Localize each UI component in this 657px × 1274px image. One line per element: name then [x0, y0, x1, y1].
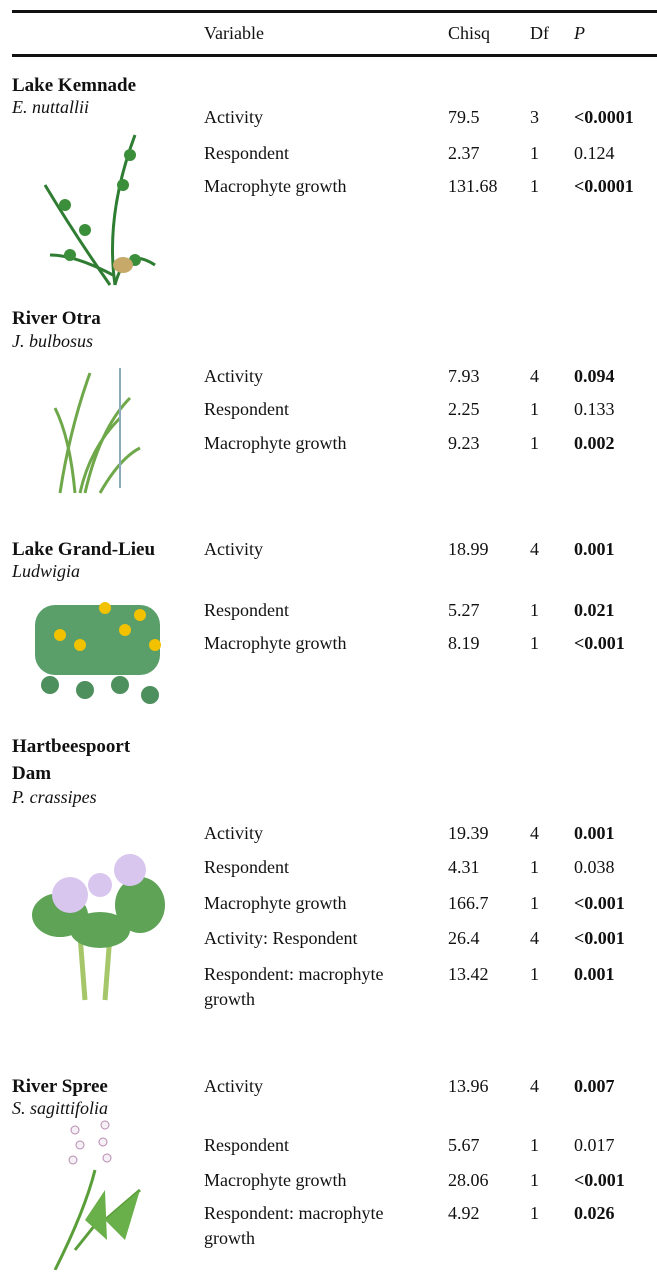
df: 1 — [530, 893, 539, 913]
variable: Respondent: macrophyte growth — [204, 1203, 384, 1248]
chisq: 5.27 — [448, 600, 480, 620]
df: 1 — [530, 433, 539, 453]
df: 1 — [530, 600, 539, 620]
p-value: <0.0001 — [574, 176, 634, 196]
plant-illustration — [53, 1120, 141, 1270]
variable: Macrophyte growth — [204, 893, 347, 913]
column-header: Chisq — [448, 23, 491, 43]
plant-illustration — [53, 368, 141, 494]
chisq: 131.68 — [448, 176, 498, 196]
plant-illustration — [35, 602, 161, 704]
chisq: 79.5 — [448, 107, 480, 127]
df: 1 — [530, 1135, 539, 1155]
variable: Respondent: macrophyte growth — [204, 964, 384, 1009]
site-name: Lake Kemnade — [12, 75, 137, 96]
variable: Respondent — [204, 857, 289, 877]
p-value: 0.094 — [574, 366, 615, 386]
p-value: 0.038 — [574, 857, 615, 877]
species-name: S. sagittifolia — [12, 1098, 109, 1118]
variable: Macrophyte growth — [204, 433, 347, 453]
plant-illustration — [43, 134, 156, 286]
df: 4 — [530, 928, 539, 948]
plant-illustration — [32, 854, 165, 1001]
p-value: <0.001 — [574, 893, 625, 913]
df: 1 — [530, 633, 539, 653]
chisq: 4.92 — [448, 1203, 480, 1223]
chisq: 2.25 — [448, 399, 480, 419]
variable: Activity — [204, 107, 263, 127]
p-value: <0.0001 — [574, 107, 634, 127]
df: 4 — [530, 823, 539, 843]
chisq: 9.23 — [448, 433, 480, 453]
variable: Activity: Respondent — [204, 928, 358, 948]
species-name: Ludwigia — [12, 561, 81, 581]
df: 1 — [530, 964, 539, 984]
chisq: 5.67 — [448, 1135, 480, 1155]
chisq: 166.7 — [448, 893, 489, 913]
species-name: E. nuttallii — [12, 97, 90, 117]
variable: Macrophyte growth — [204, 633, 347, 653]
chisq: 13.42 — [448, 964, 489, 984]
df: 1 — [530, 1170, 539, 1190]
variable: Activity — [204, 539, 263, 559]
df: 4 — [530, 539, 539, 559]
variable: Respondent — [204, 1135, 289, 1155]
variable: Activity — [204, 366, 263, 386]
chisq: 7.93 — [448, 366, 480, 386]
chisq: 26.4 — [448, 928, 480, 948]
column-header: Variable — [204, 23, 264, 43]
df: 1 — [530, 176, 539, 196]
column-header: Df — [530, 23, 549, 43]
species-name: P. crassipes — [12, 787, 97, 807]
chisq: 2.37 — [448, 143, 480, 163]
p-value: 0.026 — [574, 1203, 615, 1223]
p-value: 0.007 — [574, 1076, 615, 1096]
chisq: 28.06 — [448, 1170, 489, 1190]
df: 4 — [530, 366, 539, 386]
df: 1 — [530, 857, 539, 877]
p-value: 0.133 — [574, 399, 615, 419]
p-value: 0.124 — [574, 143, 615, 163]
p-value: 0.021 — [574, 600, 615, 620]
site-name: Lake Grand-Lieu — [12, 539, 156, 560]
column-header: P — [574, 23, 585, 43]
variable: Macrophyte growth — [204, 176, 347, 196]
header-rule — [12, 54, 657, 57]
df: 1 — [530, 143, 539, 163]
chisq: 18.99 — [448, 539, 489, 559]
df: 1 — [530, 1203, 539, 1223]
p-value: 0.002 — [574, 433, 615, 453]
variable: Macrophyte growth — [204, 1170, 347, 1190]
p-value: <0.001 — [574, 633, 625, 653]
p-value: 0.017 — [574, 1135, 615, 1155]
site-name: River Spree — [12, 1076, 108, 1097]
chisq: 4.31 — [448, 857, 480, 877]
df: 4 — [530, 1076, 539, 1096]
chisq: 8.19 — [448, 633, 480, 653]
p-value: <0.001 — [574, 928, 625, 948]
top-rule — [12, 10, 657, 13]
species-name: J. bulbosus — [12, 331, 93, 351]
variable: Activity — [204, 823, 263, 843]
df: 3 — [530, 107, 539, 127]
variable: Activity — [204, 1076, 263, 1096]
variable: Respondent — [204, 600, 289, 620]
site-name: River Otra — [12, 308, 101, 329]
df: 1 — [530, 399, 539, 419]
site-name: Hartbeespoort Dam — [12, 736, 131, 784]
p-value: 0.001 — [574, 964, 615, 984]
p-value: 0.001 — [574, 823, 615, 843]
variable: Respondent — [204, 143, 289, 163]
p-value: <0.001 — [574, 1170, 625, 1190]
chisq: 13.96 — [448, 1076, 489, 1096]
variable: Respondent — [204, 399, 289, 419]
p-value: 0.001 — [574, 539, 615, 559]
chisq: 19.39 — [448, 823, 489, 843]
